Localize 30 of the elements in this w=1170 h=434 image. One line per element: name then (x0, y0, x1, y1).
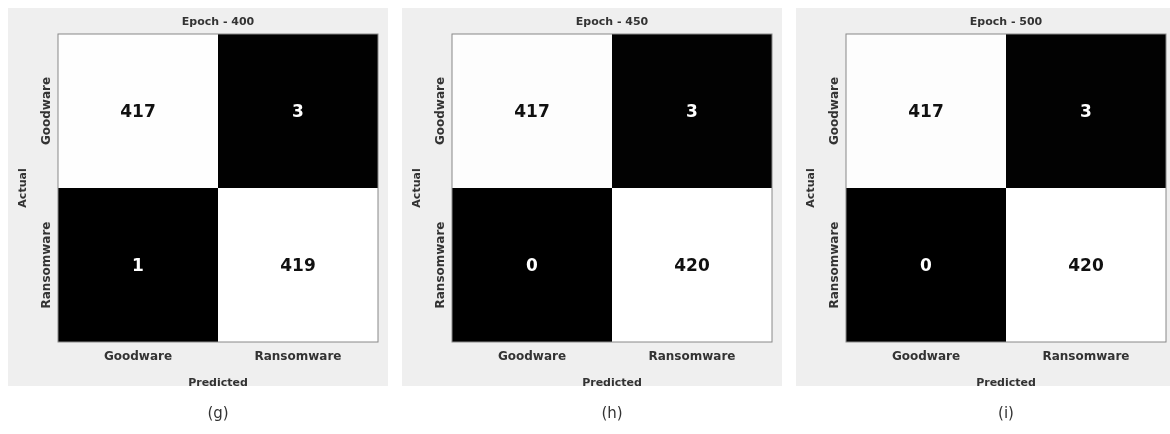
chart-title: Epoch - 500 (969, 15, 1043, 28)
data-label: 0 (920, 254, 933, 275)
x-axis-title: Predicted (582, 376, 642, 389)
y-axis-title: Actual (804, 168, 817, 208)
chart-title: Epoch - 400 (181, 15, 255, 28)
x-tick-label: Goodware (497, 349, 567, 363)
x-axis-title: Predicted (188, 376, 248, 389)
text: (g) (207, 404, 229, 422)
data-label: 1 (132, 254, 144, 275)
x-tick-label: Ransomware (254, 349, 342, 363)
data-label: 417 (120, 100, 156, 121)
y-axis-title: Actual (410, 168, 423, 208)
data-label: 3 (1080, 100, 1092, 121)
text: (i) (998, 404, 1014, 422)
data-label: 0 (526, 254, 539, 275)
x-tick-label: Ransomware (1042, 349, 1130, 363)
x-tick-label: Ransomware (648, 349, 736, 363)
data-label: 420 (674, 254, 710, 275)
x-axis-title: Predicted (976, 376, 1036, 389)
y-axis-title: Actual (16, 168, 29, 208)
x-tick-label: Goodware (891, 349, 961, 363)
data-label: 3 (686, 100, 698, 121)
chart-title: Epoch - 450 (575, 15, 649, 28)
data-label: 417 (908, 100, 944, 121)
data-label: 3 (292, 100, 304, 121)
data-label: 420 (1068, 254, 1104, 275)
x-tick-label: Goodware (103, 349, 173, 363)
text: (h) (601, 404, 623, 422)
data-label: 419 (280, 254, 316, 275)
data-label: 417 (514, 100, 550, 121)
